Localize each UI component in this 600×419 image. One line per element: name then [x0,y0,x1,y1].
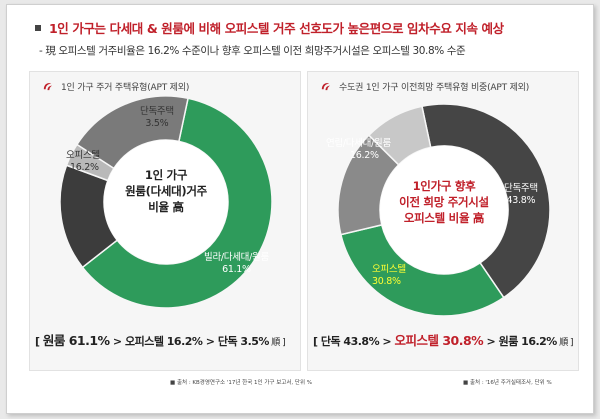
left-source-note: ■ 출처 : KB경영연구소 '17년 한국 1인 가구 보고서, 단위 % [170,380,312,386]
label-name: 빌라/다세대/원룸 [204,252,269,263]
right-donut-chart [337,103,551,317]
slide: 1인 가구는 다세대 & 원룸에 비해 오피스텔 거주 선호도가 높은편으로 임… [6,4,594,414]
donut-hole [104,140,228,264]
summary-open: [ [35,335,43,348]
left-center-line-2: 원룸(다세대)거주 [125,184,207,198]
red-swirl-logo-icon [43,83,53,91]
square-bullet-icon [35,25,41,31]
right-center-line-2: 이전 희망 주거시설 [399,195,489,209]
headline: 1인 가구는 다세대 & 원룸에 비해 오피스텔 거주 선호도가 높은편으로 임… [35,18,595,37]
summary-sep: > [109,335,125,348]
left-center-text: 1인 가구 원룸(다세대)거주 비율 高 [116,167,216,215]
summary-first: 원룸 61.1% [42,333,110,348]
right-center-line-3: 오피스텔 비율 高 [403,211,485,225]
left-donut-chart [59,95,273,309]
label-value: 30.8% [372,276,401,287]
donut-hole [380,146,508,274]
headline-text: 1인 가구는 다세대 & 원룸에 비해 오피스텔 거주 선호도가 높은편으로 임… [49,21,504,36]
label-value: 3.5% [145,118,169,129]
right-summary: [ 단독 43.8% > 오피스텔 30.8% > 원룸 16.2% 順 ] [313,330,574,349]
label-name: 오피스텔 [372,264,406,275]
label-villa-multi-oneroom: 빌라/다세대/원룸 61.1% [204,252,269,276]
label-name: 오피스텔 [66,150,100,161]
label-name: 연립/다세대/원룸 [326,138,391,149]
label-name: 단독주택 [140,106,174,117]
label-officetel: 오피스텔 30.8% [372,264,406,288]
summary-tail: 順 ] [268,338,286,348]
summary-third: 단독 3.5% [217,335,270,348]
red-swirl-logo-icon [321,83,331,91]
left-panel: 1인 가구 주거 주택유형(APT 제외) 1인 가구 원룸(다세대)거주 비율… [29,71,312,386]
right-center-text: 1인가구 향후 이전 희망 주거시설 오피스텔 비율 高 [378,178,510,226]
summary-sep: > [202,335,218,348]
label-officetel: 오피스텔 16.2% [66,150,100,174]
summary-second: 오피스텔 30.8% [394,333,484,348]
left-panel-title-text: 1인 가구 주거 주택유형(APT 제외) [61,83,190,93]
right-panel-title: 수도권 1인 가구 이전희망 주택유형 비중(APT 제외) [320,80,529,93]
summary-open: [ [313,335,321,348]
label-multi-oneroom: 연립/다세대/원룸 16.2% [326,138,391,162]
label-value: 16.2% [350,150,379,161]
left-center-line-3: 비율 高 [148,200,184,214]
summary-tail: 順 ] [556,338,574,348]
right-panel: 수도권 1인 가구 이전희망 주택유형 비중(APT 제외) 1인가구 향후 이… [307,71,579,386]
summary-sep: > [379,335,395,348]
label-detached-house: 단독주택 43.8% [504,183,538,207]
label-value: 43.8% [506,195,536,206]
label-detached-house: 단독주택 3.5% [140,106,174,130]
left-panel-title: 1인 가구 주거 주택유형(APT 제외) [42,80,189,93]
summary-first: 단독 43.8% [320,335,380,348]
label-name: 단독주택 [504,183,538,194]
summary-third: 원룸 16.2% [498,335,558,348]
label-value: 61.1% [222,264,251,275]
subline: - 現 오피스텔 거주비율은 16.2% 수준이나 향후 오피스텔 이전 희망주… [39,45,466,57]
left-center-line-1: 1인 가구 [144,168,188,182]
right-center-line-1: 1인가구 향후 [412,179,476,193]
label-value: 16.2% [70,162,99,173]
right-panel-title-text: 수도권 1인 가구 이전희망 주택유형 비중(APT 제외) [339,83,530,93]
summary-sep: > [483,335,499,348]
summary-second: 오피스텔 16.2% [124,335,203,348]
left-summary: [ 원룸 61.1% > 오피스텔 16.2% > 단독 3.5% 順 ] [35,330,286,349]
right-source-note: ■ 출처 : '16년 주거실태조사, 단위 % [463,380,552,386]
